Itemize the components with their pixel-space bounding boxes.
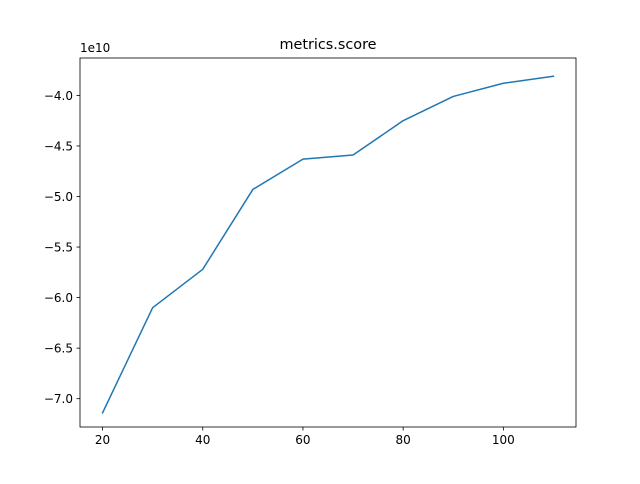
y-axis-offset-label: 1e10 <box>80 41 110 55</box>
y-tick-label: −4.0 <box>44 89 73 103</box>
chart-title: metrics.score <box>279 37 376 53</box>
y-tick-label: −6.5 <box>44 342 73 356</box>
y-tick-label: −7.0 <box>44 392 73 406</box>
x-tick-label: 60 <box>295 433 310 447</box>
y-tick-label: −6.0 <box>44 291 73 305</box>
y-axis-ticks: −7.0 −6.5 −6.0 −5.5 −5.0 −4.5 −4.0 <box>44 89 80 406</box>
data-series <box>101 75 555 414</box>
y-tick-label: −5.5 <box>44 241 73 255</box>
x-tick-label: 100 <box>492 433 515 447</box>
x-tick-label: 40 <box>195 433 210 447</box>
y-tick-label: −5.0 <box>44 190 73 204</box>
x-tick-label: 80 <box>396 433 411 447</box>
x-tick-label: 20 <box>95 433 110 447</box>
series-line <box>101 75 555 414</box>
x-axis-ticks: 20 40 60 80 100 <box>95 427 515 447</box>
y-tick-label: −4.5 <box>44 139 73 153</box>
plot-frame <box>79 57 577 428</box>
